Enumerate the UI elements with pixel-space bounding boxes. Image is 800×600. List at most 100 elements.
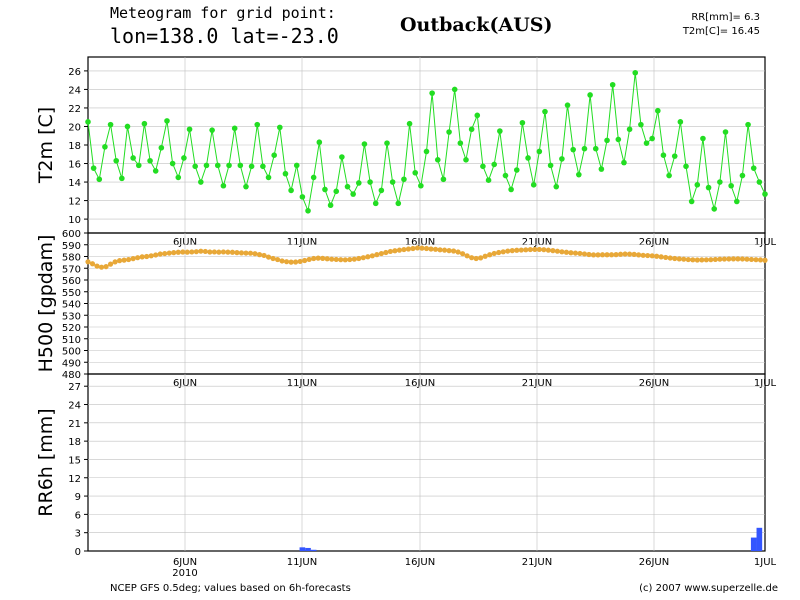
t2m-point — [186, 126, 193, 133]
t2m-point — [322, 186, 328, 193]
rr-bar — [310, 549, 317, 551]
h500-point — [234, 250, 240, 256]
t2m-point — [361, 141, 368, 147]
h500-point — [148, 253, 154, 259]
h500-point — [401, 246, 407, 253]
t2m-point — [135, 162, 142, 169]
t2m-point — [660, 152, 667, 158]
y-axis-label: T2m [C] — [35, 107, 57, 184]
t2m-point — [124, 123, 131, 130]
h500-point — [94, 263, 100, 269]
h500-point — [744, 256, 750, 262]
y-tick-label: 15 — [68, 455, 81, 466]
t2m-point — [271, 152, 277, 158]
y-tick-label: 590 — [62, 241, 81, 252]
h500-point — [279, 258, 285, 264]
h500-point — [293, 259, 299, 265]
h500-point — [753, 257, 759, 263]
h500-point — [563, 249, 570, 255]
t2m-point — [96, 176, 103, 183]
h500-point — [419, 245, 425, 251]
h500-point — [365, 254, 371, 260]
t2m-point — [299, 194, 306, 200]
t2m-point — [570, 146, 576, 153]
h500-point — [491, 250, 497, 257]
rr-bar — [305, 547, 311, 551]
h500-point — [220, 249, 226, 255]
y-tick-label: 26 — [68, 67, 81, 78]
x-year-label: 2010 — [172, 568, 197, 579]
h500-point — [243, 250, 249, 256]
t2m-point — [513, 167, 520, 173]
h500-point — [690, 257, 696, 263]
t2m-point — [649, 135, 655, 142]
t2m-point — [333, 188, 340, 195]
h500-point — [446, 248, 452, 254]
h500-point — [663, 254, 669, 261]
x-tick-label: 26JUN — [639, 557, 669, 568]
h500-point — [487, 252, 493, 258]
h500-point — [392, 248, 398, 254]
h500-point — [121, 257, 127, 263]
t2m-point — [158, 144, 165, 151]
y-tick-label: 540 — [62, 300, 81, 311]
t2m-point — [243, 183, 249, 190]
y-tick-label: 550 — [62, 288, 81, 299]
h500-point — [347, 256, 353, 263]
h500-point — [617, 251, 624, 257]
h500-point — [157, 251, 163, 257]
t2m-point — [288, 187, 294, 194]
h500-point — [274, 256, 281, 263]
header-title-line: Meteogram for grid point: — [110, 4, 336, 22]
t2m-point — [214, 162, 221, 169]
t2m-point — [739, 172, 746, 179]
h500-point — [590, 252, 597, 258]
h500-point — [595, 252, 601, 258]
h500-point — [139, 254, 145, 260]
h500-point — [85, 259, 91, 265]
h500-point — [153, 252, 159, 258]
t2m-point — [474, 112, 481, 119]
t2m-point — [130, 155, 136, 161]
t2m-point — [434, 157, 441, 163]
t2m-point — [327, 202, 334, 209]
t2m-point — [750, 165, 757, 171]
h500-point — [288, 259, 294, 265]
h500-point — [238, 250, 245, 256]
h500-point — [658, 254, 664, 260]
t2m-point — [209, 127, 215, 133]
h500-point — [640, 252, 646, 258]
h500-point — [180, 249, 186, 255]
h500-point — [107, 261, 114, 267]
copyright-note: (c) 2007 www.superzelle.de — [639, 583, 778, 594]
h500-point — [469, 255, 475, 261]
panel-frame — [87, 373, 766, 552]
h500-point — [636, 252, 642, 258]
t2m-point — [463, 157, 469, 163]
t2m-point — [260, 163, 266, 170]
location-title: Outback(AUS) — [400, 14, 553, 36]
t2m-point — [587, 92, 593, 98]
h500-point — [135, 255, 141, 261]
t2m-point — [107, 121, 114, 128]
t2m-point — [756, 179, 763, 185]
y-tick-label: 20 — [68, 122, 81, 133]
t2m-point — [536, 148, 543, 155]
y-tick-label: 24 — [68, 401, 81, 412]
h500-point — [193, 249, 199, 255]
h500-point — [762, 257, 768, 263]
h500-point — [717, 256, 723, 262]
t2m-point — [530, 182, 537, 188]
h500-point — [130, 256, 136, 262]
h500-point — [500, 249, 506, 255]
h500-point — [116, 258, 123, 264]
t2m-point — [356, 180, 362, 186]
y-tick-label: 6 — [75, 510, 81, 521]
x-tick-label: 21JUN — [522, 557, 552, 568]
t2m-point — [446, 129, 452, 135]
h500-point — [414, 245, 421, 251]
y-tick-label: 21 — [68, 419, 81, 430]
h500-point — [166, 250, 172, 256]
t2m-point — [615, 136, 622, 143]
y-tick-label: 12 — [68, 197, 81, 208]
